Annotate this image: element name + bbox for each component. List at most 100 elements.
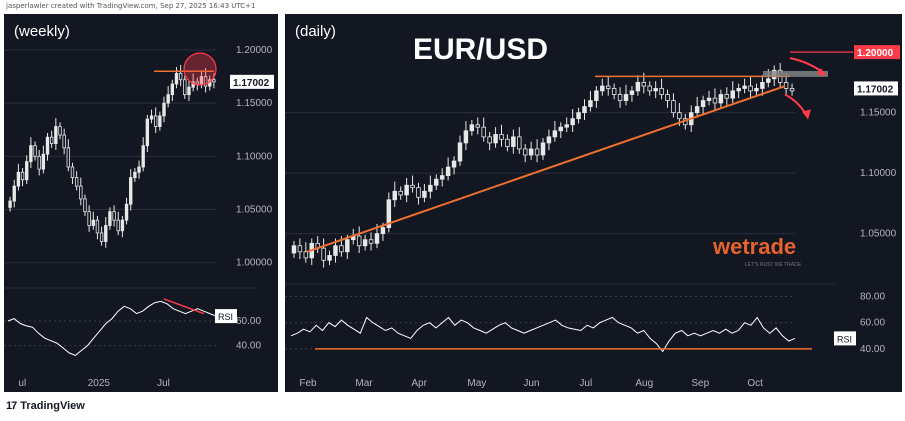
weekly-chart-panel[interactable]: 1.20000 1.15000 1.10000 1.05000 1.00000 1.170… [4, 14, 278, 392]
candle [29, 145, 33, 163]
weekly-chart-svg[interactable]: 1.20000 1.15000 1.10000 1.05000 1.00000 1.170… [4, 14, 278, 392]
candle [91, 219, 95, 226]
target-price-badge [854, 45, 900, 60]
candle [434, 178, 439, 186]
candle [62, 134, 66, 149]
candle [623, 94, 629, 101]
target-price-label: 1.20000 [857, 48, 894, 59]
candle [49, 136, 54, 144]
rsi-line [290, 316, 796, 353]
last-price-label: 1.17002 [857, 84, 894, 95]
candle [137, 166, 141, 173]
candle [534, 148, 540, 156]
candle [439, 175, 445, 180]
rsi-tick-label: 40.00 [236, 341, 261, 352]
candle [505, 138, 510, 147]
candle [558, 126, 564, 132]
candle [742, 85, 747, 89]
price-tick-label: 1.15000 [236, 98, 273, 109]
candle [37, 155, 41, 170]
candle [600, 85, 605, 92]
candle [611, 88, 617, 95]
panel-label: (weekly) [14, 23, 70, 40]
candle [362, 239, 368, 247]
rsi-line [7, 300, 217, 356]
candle [576, 112, 581, 120]
candle [74, 177, 79, 187]
candle [327, 255, 332, 261]
candle [410, 184, 415, 189]
candle [212, 79, 216, 83]
time-axis-label: Mar [355, 378, 373, 389]
candle [564, 124, 569, 128]
candle [178, 72, 183, 81]
candle [291, 245, 297, 254]
panel-label: (daily) [295, 23, 336, 40]
last-price-label: 1.17002 [233, 78, 270, 89]
candle [659, 88, 664, 95]
candle [451, 160, 457, 168]
price-tick-label: 1.10000 [860, 168, 897, 179]
candle [641, 82, 647, 87]
rsi-label: RSI [218, 312, 233, 322]
candle [552, 130, 558, 138]
candle [422, 190, 427, 198]
price-tick-label: 1.20000 [236, 45, 273, 56]
candle [469, 124, 475, 132]
candle [162, 102, 166, 117]
candle [374, 233, 380, 244]
daily-chart-panel[interactable]: 1.15000 1.10000 1.05000 1.17002 (daily) 80.00… [285, 14, 902, 392]
time-axis-label: Jun [523, 378, 539, 389]
candle [428, 184, 433, 192]
tradingview-footer[interactable]: 17 TradingView [6, 400, 85, 412]
price-tick-label: 1.15000 [860, 108, 897, 119]
candle [760, 82, 765, 89]
candle [12, 185, 16, 202]
candle [321, 247, 326, 261]
time-axis-label: Oct [747, 378, 763, 389]
candle [133, 171, 137, 179]
candle [416, 187, 421, 198]
rsi-badge [215, 309, 237, 324]
candle [783, 82, 789, 89]
footer-brand: TradingView [20, 400, 85, 412]
candle [380, 227, 386, 235]
candle [528, 148, 534, 156]
time-axis-label: Feb [299, 378, 317, 389]
candle [736, 88, 741, 92]
candle [635, 82, 641, 92]
candle [174, 72, 179, 85]
down-arrowhead [802, 109, 811, 120]
candle [754, 88, 759, 92]
candle [475, 124, 481, 128]
candle [718, 94, 724, 104]
rsi-tick-label: 40.00 [860, 344, 885, 355]
candle [112, 211, 116, 221]
candle [33, 145, 37, 157]
candle [116, 219, 120, 232]
candle [183, 79, 187, 96]
candle [141, 145, 145, 168]
candle [647, 85, 652, 92]
candle [481, 126, 486, 138]
candle [145, 118, 150, 147]
daily-chart-svg[interactable]: 1.15000 1.10000 1.05000 1.17002 (daily) 80.00… [285, 14, 902, 392]
candle [712, 97, 718, 104]
candle [153, 115, 158, 127]
price-tick-label: 1.05000 [236, 205, 273, 216]
time-axis-label: May [467, 378, 486, 389]
candle [499, 134, 504, 140]
target-circle [183, 52, 217, 86]
candle [789, 88, 795, 92]
watermark-logo: wetrade [712, 234, 796, 259]
rsi-label: RSI [837, 334, 852, 344]
candle [594, 90, 599, 101]
candle [124, 203, 129, 221]
time-axis-label: Aug [635, 378, 653, 389]
rsi-tick-label: 60.00 [236, 316, 261, 327]
candle [605, 85, 611, 89]
candle [158, 115, 162, 127]
candle [41, 153, 46, 170]
candle [54, 126, 58, 144]
candle [724, 94, 730, 99]
